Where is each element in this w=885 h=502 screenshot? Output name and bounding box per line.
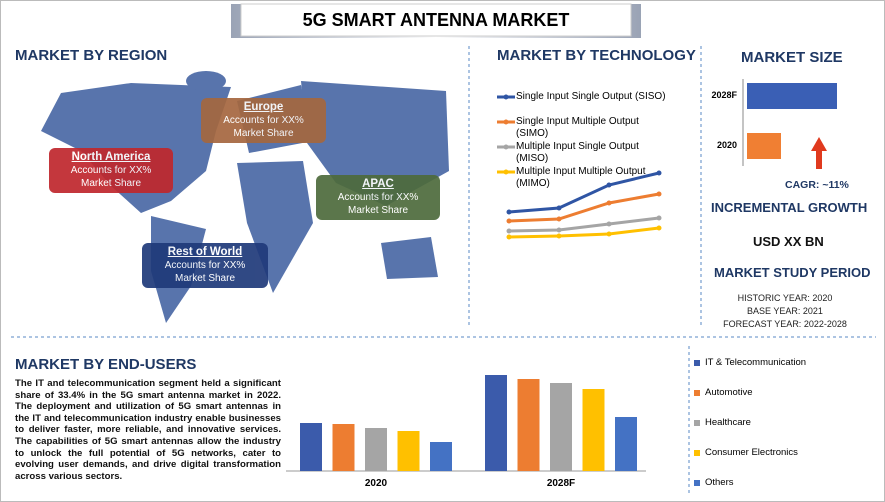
bar [615,417,637,471]
category-label: 2028F [711,90,737,100]
title: 5G SMART ANTENNA MARKET [302,10,570,30]
heading: MARKET BY TECHNOLOGY [497,47,696,64]
line [508,216,660,233]
bar [430,442,452,471]
period: BASE YEAR: 2021 [747,306,823,316]
x-tick-label: 2028F [546,478,576,489]
category-label: 2020 [716,140,737,150]
region-line2: Market Share [347,205,409,216]
point [506,218,512,224]
legend-swatch [694,390,700,396]
point [506,228,512,234]
point [656,191,662,197]
growth-arrow [811,137,827,169]
heading: MARKET STUDY PERIOD [714,265,871,280]
bar [747,83,837,109]
point [606,182,612,188]
legend-entry: Consumer Electronics [705,447,798,458]
region-box: Rest of World Accounts for XX% Market Shar… [142,243,268,288]
region-box: APAC Accounts for XX% Market Share [316,175,440,220]
period: HISTORIC YEAR: 2020 [737,293,833,303]
legend-entry: Multiple Input Multiple Output (MIMO) [516,166,646,189]
cagr: CAGR: ~11% [785,179,849,191]
title-banner [240,3,632,37]
legend-swatch [694,480,700,486]
region-line1: Accounts for XX% [164,260,246,271]
legend-entry: IT & Telecommunication [705,357,807,368]
region-name: APAC [362,178,394,190]
legend-entry: Automotive [705,387,753,398]
region-line1: Accounts for XX% [70,165,152,176]
point [656,170,662,176]
bar [517,379,540,471]
heading: MARKET BY END-USERS [15,356,197,373]
region-box: Europe Accounts for XX% Market Share [201,98,326,143]
heading: MARKET SIZE [741,49,843,66]
line [508,226,660,239]
region-line2: Market Share [80,178,142,189]
legend-symbol [503,144,509,150]
point [556,233,562,239]
point [656,215,662,221]
bar [397,431,420,471]
bar [485,375,507,471]
bar [747,133,781,159]
x-tick-label: 2020 [364,478,388,489]
legend-entry: Multiple Input Single Output (MISO) [516,141,639,164]
point [556,227,562,233]
region-line1: Accounts for XX% [223,115,304,126]
region-line1: Accounts for XX% [337,192,419,203]
bar [365,428,387,471]
point [506,209,512,215]
bar [550,383,572,471]
region-line2: Market Share [233,128,294,139]
legend-swatch [694,360,700,366]
region-line2: Market Share [174,273,236,284]
point [556,216,562,222]
growth-value: USD XX BN [753,234,824,249]
legend-symbol [503,94,509,100]
region-name: North America [71,151,151,163]
legend-entry: Single Input Multiple Output (SIMO) [516,116,639,139]
heading: MARKET BY REGION [15,47,168,64]
region-name: Europe [243,101,284,113]
legend-swatch [694,450,700,456]
legend-swatch [694,420,700,426]
bar [300,423,322,471]
region-name: Rest of World [167,246,243,258]
bar [332,424,355,471]
point [656,225,662,231]
period: FORECAST YEAR: 2022-2028 [723,319,847,329]
point [606,200,612,206]
legend-entry: Others [705,477,734,488]
legend-symbol [503,169,509,175]
heading: INCREMENTAL GROWTH [711,200,868,215]
legend-entry: Healthcare [705,417,751,428]
region-box: North America Accounts for XX% Market Shar… [49,148,173,193]
line [508,192,660,223]
legend-entry: Single Input Single Output (SISO) [516,91,666,102]
point [606,221,612,227]
description: The IT and telecommunication segment hel… [15,378,281,482]
point [506,234,512,240]
point [556,205,562,211]
line [508,171,660,214]
legend-symbol [503,119,509,125]
bar [582,389,605,471]
point [606,231,612,237]
